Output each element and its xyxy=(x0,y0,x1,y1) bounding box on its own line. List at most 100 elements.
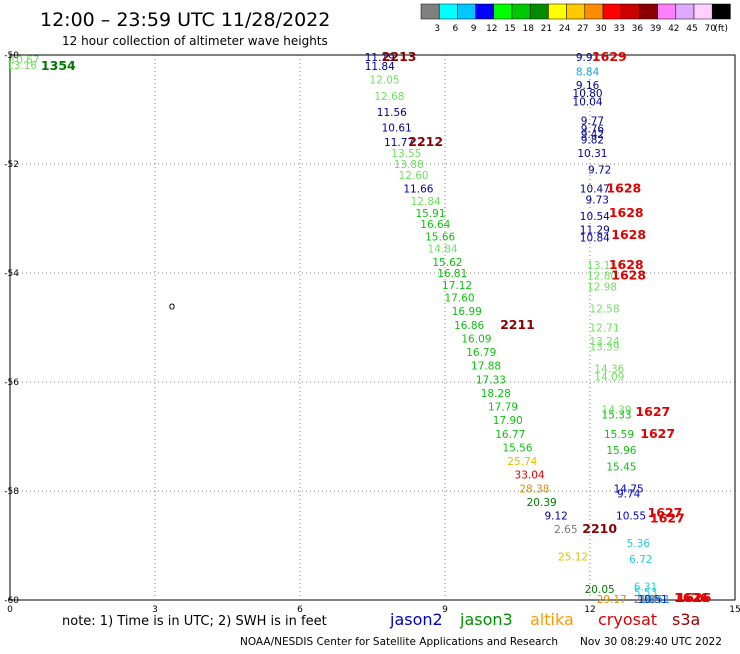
legend-swatch xyxy=(620,3,640,20)
satellite-legend: jason2 jason3 altika cryosat s3a xyxy=(389,610,700,629)
wave-height-value: 20.39 xyxy=(527,497,557,509)
wave-height-value: 17.60 xyxy=(444,293,474,305)
wave-height-value: 12.71 xyxy=(589,323,619,335)
pass-number-label: 1627 xyxy=(648,505,683,520)
wave-height-value: 17.90 xyxy=(493,415,523,427)
wave-height-value: 10.47 xyxy=(580,184,610,196)
legend-bin-label: 33 xyxy=(613,24,624,34)
wave-height-value: 15.45 xyxy=(606,461,636,473)
wave-height-value: 6.72 xyxy=(629,554,652,566)
satellite-legend-jason2: jason2 xyxy=(389,610,443,629)
wave-height-value: 15.59 xyxy=(604,429,634,441)
wave-height-value: 28.38 xyxy=(519,483,549,495)
wave-height-value: 17.12 xyxy=(442,280,472,292)
legend-bin-label: 12 xyxy=(486,24,497,34)
annotation-mark: o xyxy=(169,301,175,313)
wave-height-value: 10.61 xyxy=(382,122,412,134)
wave-height-value: 25.74 xyxy=(507,456,537,468)
wave-height-value: 9.73 xyxy=(586,194,609,206)
legend-swatch xyxy=(438,3,458,20)
x-tick-label: 6 xyxy=(297,605,303,615)
footer-timestamp: Nov 30 08:29:40 UTC 2022 xyxy=(580,636,722,648)
pass-labels: 1354221322122211221016291628162816281628… xyxy=(41,49,712,605)
wave-height-value: 9.72 xyxy=(588,164,611,176)
wave-height-value: 16.79 xyxy=(466,347,496,359)
legend-swatch xyxy=(711,3,731,20)
pass-number-label: 1627 xyxy=(640,426,675,441)
wave-height-value: 9.82 xyxy=(581,134,604,146)
wave-height-value: 16.81 xyxy=(437,268,467,280)
wave-height-value: 5.53 xyxy=(634,587,657,599)
wave-height-value: 8.84 xyxy=(576,66,600,78)
wave-height-value: 12.58 xyxy=(589,303,619,315)
wave-height-value: 10.04 xyxy=(573,96,603,108)
wave-height-value: 9.42 xyxy=(581,129,604,141)
axis-ticks: 0 3 6 9 12 15 -50 -52 -54 -56 -58 -60 xyxy=(4,51,740,615)
wave-height-value: 9.16 xyxy=(576,80,600,92)
y-tick-label: -60 xyxy=(4,596,19,606)
legend-bin-label: 9 xyxy=(471,24,477,34)
wave-height-value: 12.60 xyxy=(399,170,429,182)
satellite-legend-jason3: jason3 xyxy=(459,610,513,629)
wave-height-value: 13.39 xyxy=(589,342,619,354)
legend-bin-label: 15 xyxy=(504,24,515,34)
legend-bin-label: 21 xyxy=(541,24,552,34)
legend-swatch xyxy=(602,3,622,20)
wave-height-value: 29.17 xyxy=(597,594,627,606)
legend-unit-label: (ft) xyxy=(714,24,728,34)
wave-height-value: 15.56 xyxy=(502,442,532,454)
legend-swatch xyxy=(457,3,476,20)
wave-height-value: 16.09 xyxy=(461,333,491,345)
wave-height-value: 14.09 xyxy=(594,372,624,384)
legend-swatch xyxy=(493,3,513,20)
legend-swatch xyxy=(529,3,549,20)
y-tick-label: -58 xyxy=(4,487,19,497)
wave-height-value: 10.54 xyxy=(580,211,610,223)
legend-swatch xyxy=(420,3,440,20)
legend-bin-label: 27 xyxy=(577,24,588,34)
wave-height-value: 16.99 xyxy=(452,306,482,318)
chart-subtitle: 12 hour collection of altimeter wave hei… xyxy=(62,34,328,48)
wave-height-value: 10.84 xyxy=(580,233,610,245)
x-tick-label: 15 xyxy=(729,605,740,615)
wave-height-value: 17.33 xyxy=(476,374,506,386)
pass-number-label: 2211 xyxy=(500,317,535,332)
legend-bin-label: 30 xyxy=(595,24,607,34)
wave-height-value: 10.67 xyxy=(9,54,39,66)
wave-height-value: 15.62 xyxy=(432,257,462,269)
wave-height-value: 9.77 xyxy=(581,115,604,127)
wave-height-value: 11.19 xyxy=(365,52,395,64)
wave-height-value: 25.12 xyxy=(558,551,588,563)
wave-height-value: 14.36 xyxy=(594,363,624,375)
pass-number-label: 1628 xyxy=(611,268,646,283)
pass-number-label: 2212 xyxy=(408,134,443,149)
wave-height-value: 17.88 xyxy=(471,361,501,373)
wave-height-value: 10.51 xyxy=(640,594,670,606)
wave-height-value: 10.80 xyxy=(573,88,603,100)
wave-height-value: 11.84 xyxy=(365,61,395,73)
x-tick-label: 0 xyxy=(7,605,13,615)
wave-height-value: 12.05 xyxy=(370,75,400,87)
legend-bin-label: 18 xyxy=(522,24,534,34)
legend-bin-label: 24 xyxy=(559,24,571,34)
legend-bin-label: 36 xyxy=(632,24,644,34)
wave-height-value: 9.97 xyxy=(576,52,599,64)
wave-height-value: 11.29 xyxy=(580,224,610,236)
legend-bin-label: 42 xyxy=(668,24,679,34)
pass-number-label: 1626 xyxy=(677,590,712,605)
wave-height-value: 33.04 xyxy=(515,470,545,482)
wave-height-value: 15.66 xyxy=(425,231,455,243)
x-tick-label: 12 xyxy=(584,605,595,615)
wave-height-value: 14.39 xyxy=(602,404,632,416)
pass-number-label: 1627 xyxy=(650,510,685,525)
wave-height-value: 17.79 xyxy=(488,402,518,414)
pass-number-label: 1626 xyxy=(674,590,709,605)
wave-height-value: 15.96 xyxy=(606,445,636,457)
wave-height-value: 13.16 xyxy=(7,60,37,72)
wave-height-value: 9.74 xyxy=(617,489,641,501)
legend-bin-label: 6 xyxy=(453,24,459,34)
wave-height-value: 15.33 xyxy=(602,410,632,422)
wave-height-value: 13.24 xyxy=(589,336,619,348)
